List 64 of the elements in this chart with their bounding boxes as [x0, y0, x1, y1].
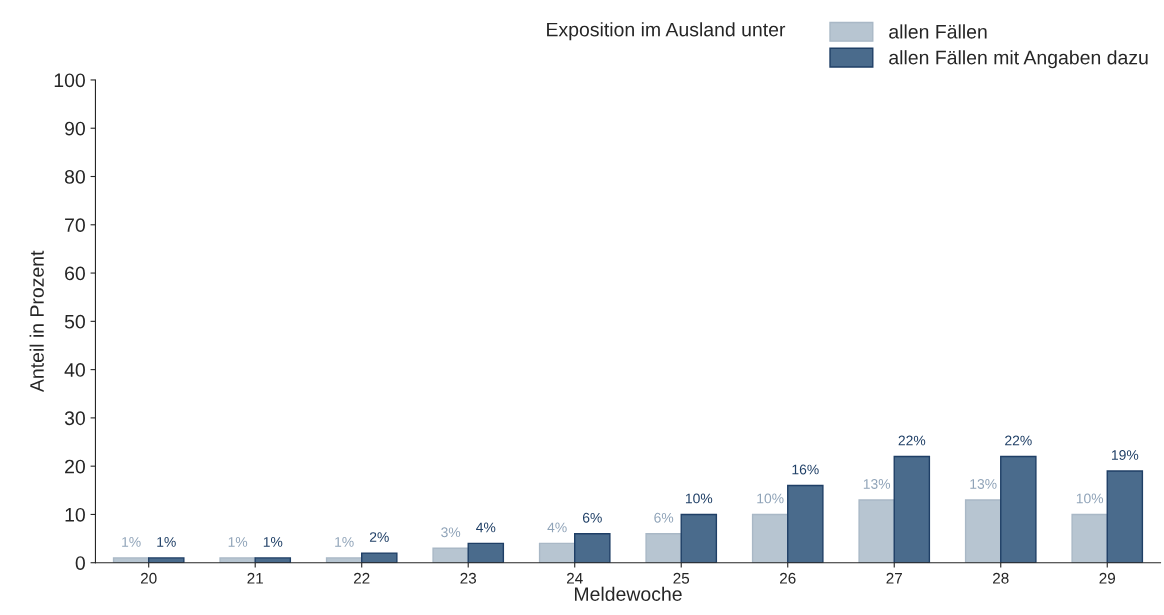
y-tick-label: 80 — [64, 169, 85, 184]
data-label: 22% — [1005, 435, 1032, 446]
data-label: 1% — [263, 537, 283, 547]
y-tick-label: 30 — [64, 411, 85, 426]
data-label: 4% — [547, 522, 567, 533]
bar — [964, 499, 1002, 563]
bar — [1071, 513, 1108, 563]
x-tick-label: 28 — [993, 572, 1009, 584]
x-tick-label: 23 — [460, 572, 477, 584]
x-tick-label: 25 — [673, 572, 690, 584]
data-label: 19% — [1111, 450, 1139, 460]
legend-label: allen Fällen — [889, 24, 987, 39]
bar — [858, 499, 895, 563]
data-label: 1% — [335, 537, 354, 547]
data-label: 1% — [122, 537, 141, 547]
y-tick-label: 100 — [54, 73, 85, 88]
y-axis-title: Anteil in Prozent — [29, 250, 44, 393]
x-tick-label: 27 — [886, 572, 902, 584]
bar — [751, 513, 789, 563]
y-tick-label: 0 — [75, 556, 85, 570]
bar — [645, 533, 682, 563]
data-label: 13% — [863, 479, 891, 489]
bar — [467, 542, 505, 563]
bar — [1106, 470, 1144, 563]
data-label: 6% — [654, 512, 674, 523]
data-label: 1% — [228, 537, 248, 547]
data-label: 3% — [441, 527, 461, 538]
bar — [361, 552, 398, 563]
x-tick-label: 20 — [140, 572, 157, 584]
y-tick-label: 60 — [65, 266, 85, 281]
data-label: 10% — [757, 493, 784, 504]
data-label: 22% — [898, 435, 926, 446]
bar — [1000, 455, 1037, 563]
data-label: 16% — [792, 464, 819, 475]
data-label: 10% — [1076, 493, 1104, 504]
data-label: 2% — [369, 532, 389, 542]
x-tick-label: 26 — [780, 572, 796, 584]
legend-title: Exposition im Ausland unter — [547, 22, 786, 41]
bar — [432, 547, 469, 563]
bar — [574, 533, 611, 563]
x-tick-label: 21 — [247, 572, 263, 584]
data-label: 4% — [476, 522, 496, 533]
x-tick-label: 29 — [1099, 572, 1116, 584]
bar — [680, 513, 718, 563]
y-tick-label: 70 — [65, 218, 85, 233]
bar — [787, 484, 824, 563]
data-label: 6% — [582, 512, 602, 523]
bar — [219, 557, 256, 563]
legend-label: allen Fällen mit Angaben dazu — [889, 50, 1148, 69]
y-tick-label: 50 — [64, 314, 85, 329]
y-tick-label: 10 — [65, 507, 85, 522]
x-tick-label: 24 — [567, 572, 583, 584]
bar — [538, 542, 576, 563]
bar — [254, 557, 292, 563]
data-label: 10% — [685, 493, 713, 504]
data-label: 1% — [157, 537, 176, 547]
y-tick-label: 20 — [65, 459, 85, 474]
bar — [893, 455, 931, 563]
bar — [148, 557, 185, 563]
y-tick-label: 90 — [65, 121, 85, 136]
data-label: 13% — [970, 479, 997, 489]
y-tick-label: 40 — [64, 363, 85, 377]
x-tick-label: 22 — [353, 572, 370, 584]
x-axis-title: Meldewoche — [574, 586, 682, 601]
